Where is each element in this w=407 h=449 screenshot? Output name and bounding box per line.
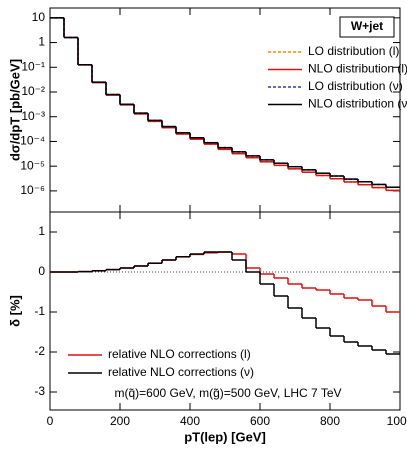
y-tick-label: 1 (38, 35, 45, 49)
x-tick-label: 200 (110, 414, 130, 428)
bottom-frame (49, 211, 401, 411)
annotation-box (339, 16, 395, 38)
legend-label: relative NLO corrections (l) (108, 347, 251, 361)
y-tick-label: 10 (32, 10, 46, 24)
y-tick-label: -1 (34, 304, 45, 318)
legend-label: LO distribution (ν) (308, 79, 403, 93)
annotation: W+jet (351, 19, 383, 33)
legend-label: relative NLO corrections (ν) (108, 365, 254, 379)
y-tick-label: 10⁻⁵ (20, 158, 45, 172)
y-tick-label: 10⁻⁴ (20, 134, 45, 148)
x-tick-label: 0 (47, 414, 54, 428)
y-tick-label: 0 (38, 264, 45, 278)
y-tick-label: -2 (34, 344, 45, 358)
y-tick-label: 10⁻⁶ (20, 183, 45, 197)
legend-label: LO distribution (l) (308, 44, 399, 58)
y-tick-label: 10⁻² (21, 84, 45, 98)
legend-label: NLO distribution (ν) (308, 97, 407, 111)
x-tick-label: 1000 (387, 414, 407, 428)
y-axis-title: δ [%] (7, 295, 22, 327)
y-tick-label: -3 (34, 384, 45, 398)
x-tick-label: 600 (250, 414, 270, 428)
x-tick-label: 800 (320, 414, 340, 428)
y-tick-label: 10⁻³ (21, 109, 45, 123)
y-tick-label: 10⁻¹ (21, 59, 45, 73)
x-tick-label: 400 (180, 414, 200, 428)
annotation: m(q̃)=600 GeV, m(g̃)=500 GeV, LHC 7 TeV (114, 386, 341, 400)
x-axis-title: pT(lep) [GeV] (184, 429, 266, 444)
legend-label: NLO distribution (l) (308, 62, 407, 76)
y-tick-label: 1 (38, 224, 45, 238)
y-axis-title: dσ/dpT [pb/GeV] (7, 59, 22, 161)
